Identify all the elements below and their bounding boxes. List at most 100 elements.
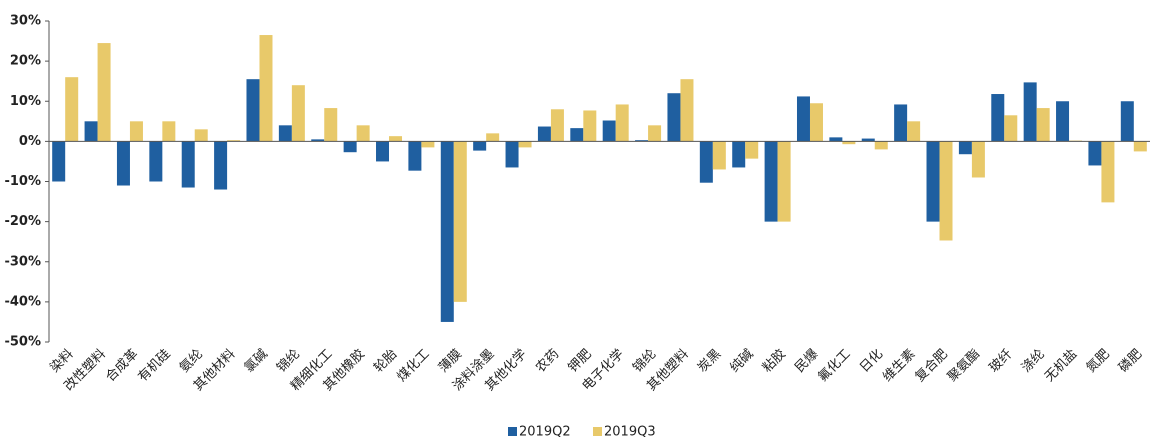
x-tick-label: 薄膜 [436,347,465,376]
bar [764,141,778,222]
y-tick-label: 0% [19,134,41,149]
bar [278,125,292,142]
bar [861,138,875,142]
bar [1023,82,1037,142]
bar [129,121,143,142]
x-tick-label: 轮胎 [371,347,400,376]
x-tick-label: 氮肥 [1084,347,1113,376]
bar [440,141,454,322]
bar [65,77,79,142]
bar [518,141,532,148]
bar [971,141,985,178]
x-tick-label: 染料 [47,347,76,376]
bar [1036,108,1050,142]
y-tick-label: 10% [10,94,41,109]
x-tick-label: 日化 [857,347,886,376]
bar [602,120,616,142]
x-tick-label: 复合肥 [913,347,951,385]
bar [894,104,908,142]
bar [939,141,953,241]
x-tick-label: 维生素 [880,347,918,385]
bar [1101,141,1115,203]
bar [680,79,694,142]
bar [473,141,487,151]
bar [732,141,746,168]
bar [343,141,357,153]
x-tick-label: 钾肥 [566,347,595,376]
x-tick-label: 农药 [533,347,562,376]
bar [1133,141,1147,152]
bar [648,125,662,142]
legend-swatch [508,427,517,436]
bar [505,141,519,168]
bar [421,141,435,148]
bar [745,141,759,159]
bar [796,96,810,142]
bar [84,121,98,142]
legend-swatch [593,427,602,436]
y-tick-label: -30% [4,254,41,269]
x-tick-label: 民爆 [792,347,821,376]
bar [356,125,370,142]
x-tick-label: 无机盐 [1042,347,1080,385]
x-tick-label: 合成革 [103,347,141,385]
y-tick-label: -40% [4,294,41,309]
x-tick-label: 粘胶 [759,346,789,376]
x-tick-label: 锦纶 [630,347,659,376]
x-tick-label: 玻纤 [987,347,1016,376]
x-tick-label: 纯碱 [728,347,757,376]
bar [809,103,823,142]
bar [583,110,597,142]
bar [958,141,972,155]
bar [453,141,467,302]
bar [389,136,403,142]
y-tick-label: 30% [10,14,41,29]
bar [194,129,208,142]
bar [1088,141,1102,166]
bar [842,141,856,145]
bar [667,93,681,142]
bar [97,43,111,142]
bar [570,128,584,142]
x-tick-label: 有机硅 [135,347,173,385]
x-tick-label: 氨纶 [177,347,206,376]
bar [291,85,305,142]
x-tick-label: 锦纶 [274,347,303,376]
bar [777,141,791,222]
bar [52,141,66,182]
bar [311,139,325,142]
bar [699,141,713,183]
x-tick-label: 磷肥 [1116,347,1145,376]
bar [324,108,338,142]
bar [1004,115,1018,142]
x-tick-label: 涤纶 [1019,347,1048,376]
bar [149,141,163,182]
x-tick-label: 聚氨酯 [945,347,983,385]
bar [162,121,176,142]
bar [181,141,195,188]
bar [907,121,921,142]
bar [926,141,940,222]
bar [1120,101,1134,142]
bar [214,141,228,190]
y-tick-label: -10% [4,174,41,189]
bar [537,126,551,142]
x-tick-label: 氟化工 [815,347,853,385]
bar [116,141,130,186]
bar [376,141,390,162]
legend-label: 2019Q2 [519,425,571,440]
y-tick-label: -50% [4,335,41,350]
bar [991,94,1005,142]
bar [712,141,726,170]
bar [259,35,273,142]
bar [246,79,260,142]
bar [486,133,500,142]
bar [874,141,888,150]
x-tick-label: 煤化工 [395,347,433,385]
bar [1056,101,1070,142]
bar [829,137,843,142]
x-tick-label: 氯碱 [242,347,271,376]
y-tick-label: -20% [4,214,41,229]
bar [227,140,241,142]
